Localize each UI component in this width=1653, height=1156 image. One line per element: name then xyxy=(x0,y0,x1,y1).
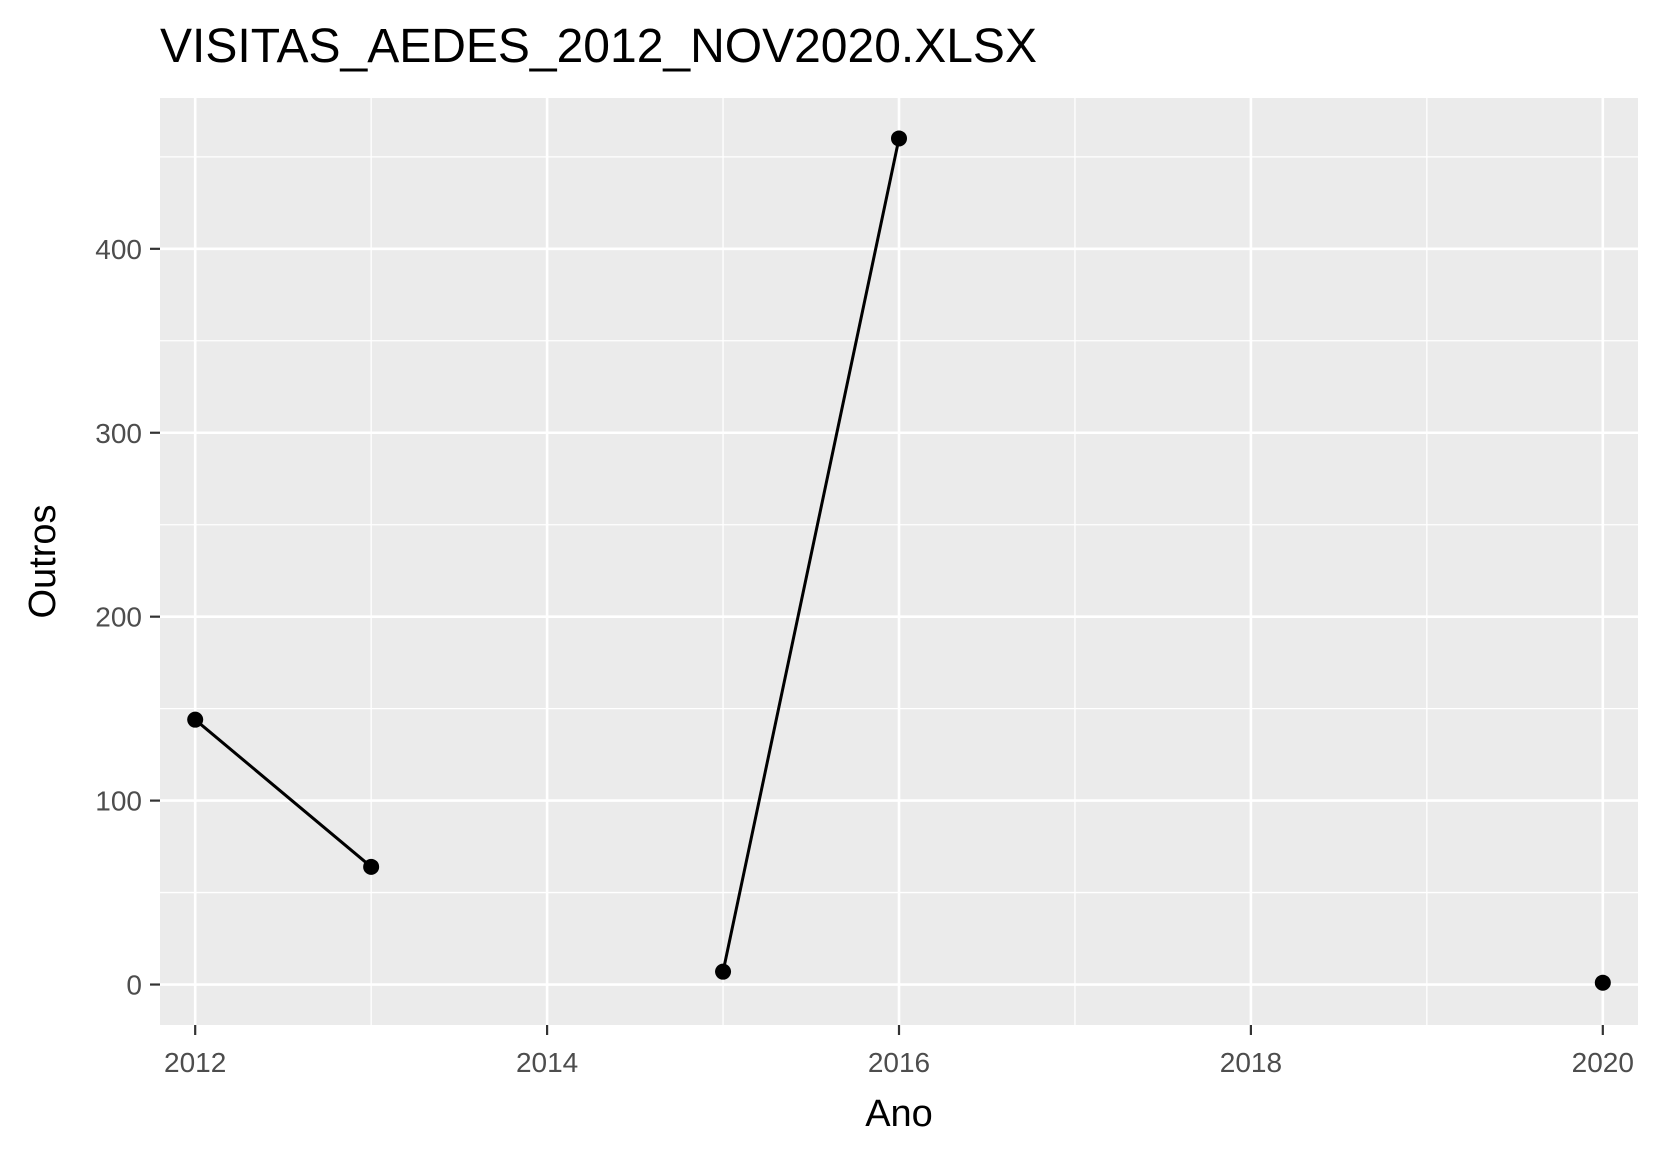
series-lines xyxy=(194,138,901,972)
x-tick-label: 2018 xyxy=(1220,1047,1282,1078)
x-tick-label: 2020 xyxy=(1572,1047,1634,1078)
y-tick-label: 100 xyxy=(95,786,142,817)
data-point xyxy=(1594,974,1611,991)
chart-title: VISITAS_AEDES_2012_NOV2020.XLSX xyxy=(160,20,1037,73)
y-tick-label: 200 xyxy=(95,602,142,633)
y-axis-title: Outros xyxy=(22,504,64,618)
x-axis: 2012 2014 2016 2018 2020 xyxy=(164,1025,1634,1078)
x-tick-label: 2012 xyxy=(164,1047,226,1078)
data-point xyxy=(187,711,204,728)
y-tick-label: 400 xyxy=(95,234,142,265)
major-gridlines xyxy=(160,98,1638,1025)
x-tick-label: 2014 xyxy=(516,1047,578,1078)
series-line xyxy=(194,718,373,868)
data-point xyxy=(715,963,732,980)
y-axis: 0 100 200 300 400 xyxy=(95,234,160,1001)
series-points xyxy=(187,130,1611,991)
y-tick-label: 300 xyxy=(95,418,142,449)
data-point xyxy=(363,858,380,875)
series-line xyxy=(721,138,901,972)
x-tick-label: 2016 xyxy=(868,1047,930,1078)
data-point xyxy=(891,130,907,147)
x-axis-title: Ano xyxy=(865,1093,933,1135)
y-tick-label: 0 xyxy=(126,970,142,1001)
